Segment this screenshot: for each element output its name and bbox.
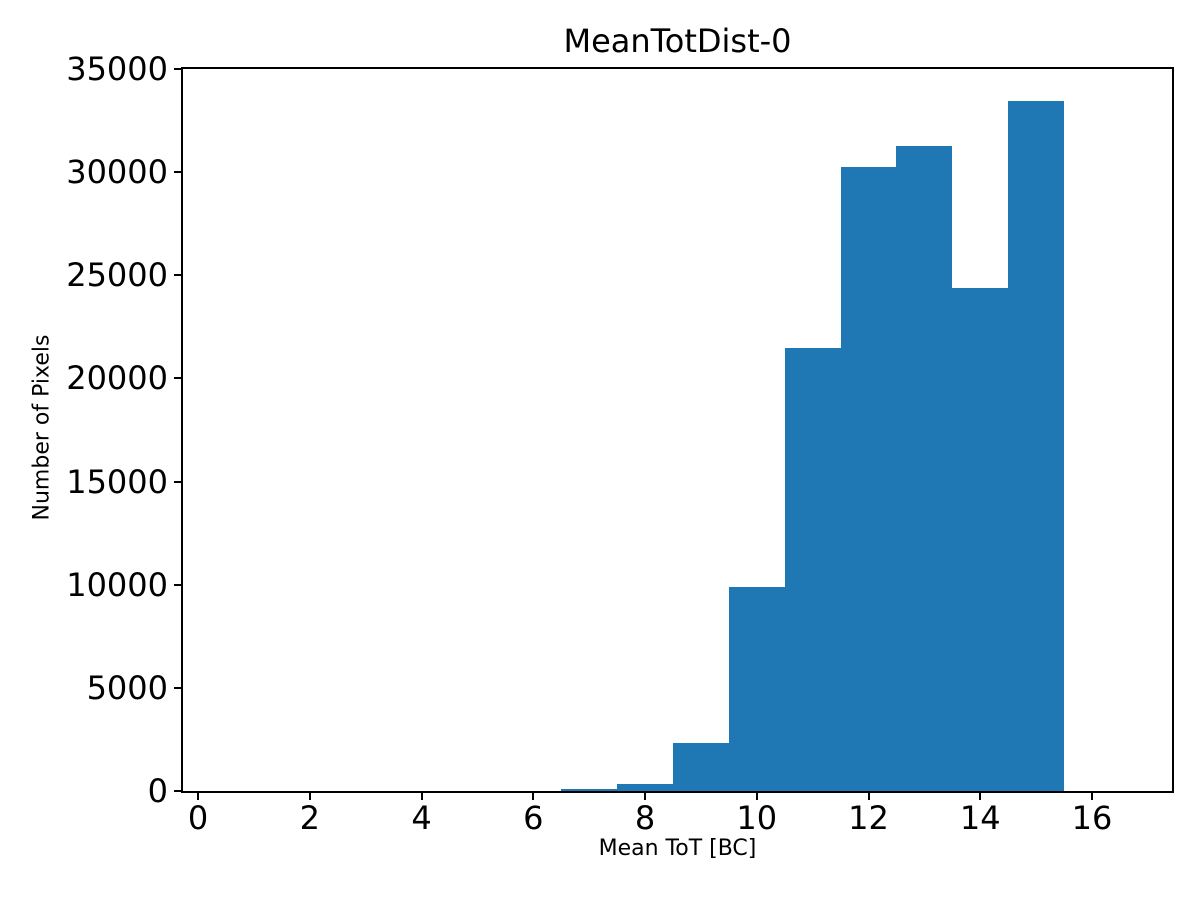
y-tick-mark (174, 68, 181, 70)
histogram-bar (1008, 101, 1065, 791)
x-tick-label: 16 (1071, 799, 1113, 837)
x-tick-mark (644, 793, 646, 800)
x-tick-mark (308, 793, 311, 800)
x-tick-label: 10 (736, 799, 778, 837)
x-tick-mark (197, 793, 199, 800)
x-tick-mark (532, 793, 535, 800)
x-tick-label: 0 (187, 799, 209, 837)
x-tick-label: 2 (299, 799, 320, 837)
x-tick-label: 4 (411, 799, 432, 837)
y-tick-mark (174, 480, 181, 483)
histogram-bar (784, 347, 841, 791)
y-tick-mark (174, 274, 181, 277)
histogram-bar (561, 788, 618, 791)
x-tick-label: 14 (959, 799, 1001, 837)
y-tick-label: 30000 (66, 153, 168, 192)
y-tick-label: 25000 (66, 256, 168, 295)
y-tick-label: 35000 (66, 50, 168, 88)
x-tick-mark (1091, 793, 1093, 800)
histogram-bar (728, 586, 785, 791)
x-axis-label: Mean ToT [BC] (598, 836, 757, 861)
x-tick-label: 6 (523, 799, 544, 837)
x-tick-mark (755, 793, 758, 800)
y-tick-label: 20000 (66, 359, 168, 398)
y-tick-mark (174, 686, 181, 689)
y-tick-label: 0 (147, 772, 168, 810)
x-tick-label: 12 (848, 799, 889, 837)
plot-area (181, 67, 1174, 793)
y-tick-mark (174, 377, 181, 380)
y-tick-label: 10000 (66, 565, 168, 604)
x-tick-mark (979, 793, 982, 800)
y-tick-label: 5000 (86, 668, 168, 707)
x-tick-mark (420, 793, 423, 800)
histogram-bar (896, 146, 953, 791)
y-tick-mark (174, 583, 181, 586)
chart-title: MeanTotDist-0 (563, 22, 792, 60)
histogram-bar (672, 742, 729, 791)
y-tick-label: 15000 (66, 462, 168, 501)
histogram-bar (617, 783, 673, 791)
x-tick-label: 8 (634, 799, 656, 837)
histogram-bar (840, 167, 897, 791)
y-axis-label: Number of Pixels (29, 334, 55, 521)
histogram-bars-layer (183, 69, 1172, 791)
histogram-bar (952, 287, 1009, 791)
y-tick-mark (174, 171, 181, 174)
x-tick-mark (867, 793, 870, 800)
y-tick-mark (174, 790, 181, 792)
